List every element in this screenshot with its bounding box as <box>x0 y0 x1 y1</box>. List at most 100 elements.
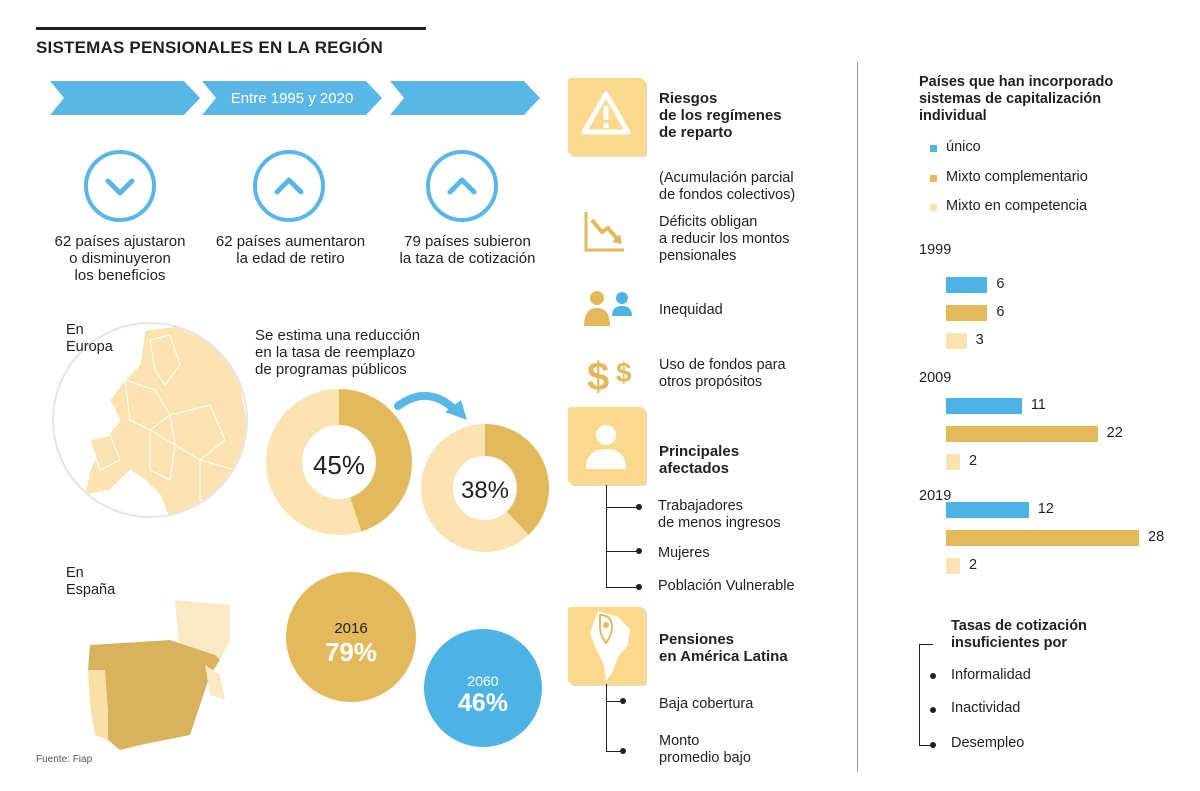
chevron-up-icon <box>253 150 325 222</box>
donut-before: 45% <box>266 389 412 535</box>
tree-branch <box>606 701 622 702</box>
bullet <box>930 742 936 748</box>
bar-value-1999-complementario: 6 <box>996 304 1005 320</box>
bar-1999-unico <box>946 277 988 293</box>
bar-2009-complementario <box>946 426 1098 442</box>
bar-2019-competencia <box>946 558 960 574</box>
tree-branch <box>606 507 638 508</box>
affected-item-women: Mujeres <box>658 545 710 561</box>
spain-2060-circle: 2060 46% <box>424 629 542 747</box>
rates-title: Tasas de cotización insuficientes por <box>951 618 1087 651</box>
legend-swatch-competencia <box>930 204 937 211</box>
people-icon <box>584 291 632 326</box>
chevron-down-icon <box>84 150 156 222</box>
risk-icon-box <box>568 78 644 154</box>
bar-2009-competencia <box>946 454 960 470</box>
chart-title: Países que han incorporado sistemas de ca… <box>919 74 1114 124</box>
donut-before-label: 45% <box>313 450 365 480</box>
affected-tree-line <box>606 485 607 588</box>
risks-title: Riesgos de los regímenes de reparto <box>659 90 782 141</box>
curved-arrow-icon <box>394 391 467 420</box>
spain-label: En España <box>66 565 116 598</box>
rates-item-informality: Informalidad <box>951 667 1031 683</box>
legend-swatch-complementario <box>930 175 937 182</box>
title-rule <box>36 27 426 30</box>
bullet <box>620 698 626 704</box>
donut-after-label: 38% <box>461 477 509 504</box>
europe-map <box>52 322 248 518</box>
timeline-text-benefits: 62 países ajustaron o disminuyeron los ben… <box>54 233 186 284</box>
south-america-map-icon <box>590 611 630 681</box>
year-label-1999: 1999 <box>919 242 952 258</box>
bar-value-2009-competencia: 2 <box>969 453 978 469</box>
bar-value-2009-complementario: 22 <box>1106 425 1123 441</box>
timeline-arrow-3 <box>390 81 540 115</box>
affected-item-workers: Trabajadores de menos ingresos <box>658 498 781 531</box>
timeline-arrow-1 <box>50 81 200 115</box>
spain-2016-circle: 2016 79% <box>286 572 416 702</box>
bullet <box>636 504 642 510</box>
tree-branch <box>606 551 638 552</box>
deficit-text: Déficits obligan a reducir los montos pens… <box>659 214 790 264</box>
svg-text:$: $ <box>587 355 609 396</box>
dollar-icon: $ $ <box>587 355 632 396</box>
donut-after: 38% <box>421 424 549 552</box>
legend-competencia: Mixto en competencia <box>946 198 1088 214</box>
bar-value-1999-competencia: 3 <box>975 332 984 348</box>
timeline-text-retirement: 62 países aumentaron la edad de retiro <box>215 233 366 267</box>
year-label-2009: 2009 <box>919 370 952 386</box>
bar-2019-unico <box>946 502 1029 518</box>
latam-item-amount: Monto promedio bajo <box>659 733 751 766</box>
rates-item-unemployment: Desempleo <box>951 735 1025 751</box>
tree-branch <box>606 587 638 588</box>
bar-1999-competencia <box>946 333 967 349</box>
affected-title: Principales afectados <box>659 443 740 477</box>
bar-value-2019-unico: 12 <box>1037 501 1054 517</box>
legend-unico: único <box>946 139 981 155</box>
bar-2009-unico <box>946 398 1022 414</box>
svg-text:$: $ <box>616 357 632 388</box>
bullet <box>930 707 936 713</box>
tree-branch <box>919 745 933 746</box>
rates-item-inactivity: Inactividad <box>951 700 1021 716</box>
legend-complementario: Mixto complementario <box>946 169 1088 185</box>
bar-1999-complementario <box>946 305 988 321</box>
chevron-up-icon <box>426 150 498 222</box>
declining-chart-icon <box>584 212 624 252</box>
bar-value-1999-unico: 6 <box>996 276 1005 292</box>
value-2060: 46% <box>457 689 509 717</box>
person-icon <box>586 425 626 469</box>
tree-branch <box>606 751 622 752</box>
bar-value-2019-complementario: 28 <box>1148 529 1165 545</box>
latam-item-coverage: Baja cobertura <box>659 696 754 712</box>
year-2016: 2016 <box>334 620 368 637</box>
source-note: Fuente: Fiap <box>36 754 93 765</box>
bar-2019-complementario <box>946 530 1139 546</box>
legend-swatch-unico <box>930 145 937 152</box>
bullet <box>636 548 642 554</box>
bullet <box>930 673 936 679</box>
inequity-text: Inequidad <box>659 302 723 318</box>
year-2060: 2060 <box>467 673 499 689</box>
value-2016: 79% <box>324 637 378 667</box>
bullet <box>636 584 642 590</box>
tree-branch <box>919 644 933 645</box>
timeline-period-label: Entre 1995 y 2020 <box>230 89 354 107</box>
spain-map <box>88 600 230 750</box>
year-label-2019: 2019 <box>919 488 952 504</box>
latam-tree-line <box>606 684 607 752</box>
bar-value-2009-unico: 11 <box>1030 397 1046 413</box>
funds-text: Uso de fondos para otros propósitos <box>659 357 786 390</box>
affected-icon-box <box>568 407 644 483</box>
rates-tree-line <box>919 644 920 745</box>
europe-note: Se estima una reducción en la tasa de ree… <box>255 327 421 378</box>
column-divider <box>857 62 858 772</box>
timeline-text-contribution: 79 países subieron la taza de cotización <box>399 233 536 267</box>
affected-item-vulnerable: Población Vulnerable <box>658 578 795 594</box>
page-title: SISTEMAS PENSIONALES EN LA REGIÓN <box>36 38 383 57</box>
latam-icon-box <box>568 607 644 683</box>
warning-icon <box>581 91 631 135</box>
latam-title: Pensiones en América Latina <box>659 631 788 665</box>
bullet <box>620 748 626 754</box>
europe-label: En Europa <box>66 322 113 355</box>
